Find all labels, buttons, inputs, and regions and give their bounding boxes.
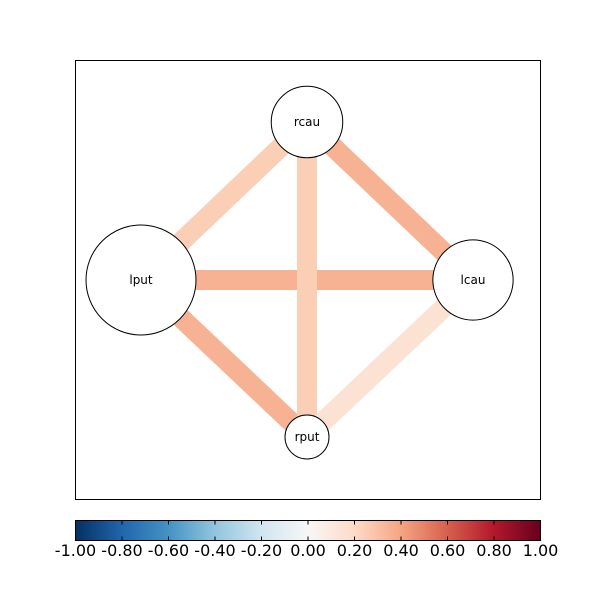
colorbar-tick-label: 0.00 [290, 541, 326, 560]
node-rput: rput [284, 414, 330, 460]
node-label-lput: lput [129, 273, 153, 287]
colorbar-tick-label: -0.20 [241, 541, 282, 560]
colorbar-tick-label: -0.80 [101, 541, 142, 560]
colorbar-tick-label: -0.40 [194, 541, 235, 560]
node-circle-lput [85, 224, 197, 336]
node-lcau: lcau [432, 239, 514, 321]
colorbar-tick-label: 0.20 [337, 541, 373, 560]
node-circle-lcau [432, 239, 514, 321]
node-circle-rcau [270, 85, 344, 159]
colorbar-tick-label: -0.60 [148, 541, 189, 560]
colorbar-tick-label: 1.00 [523, 541, 559, 560]
node-label-rput: rput [295, 430, 320, 444]
colorbar-tick-label: 0.40 [383, 541, 419, 560]
colorbar-ticks: -1.00 -0.80 -0.60 -0.40 -0.20 0.00 0.20 0.40 0.6… [55, 520, 559, 560]
colorbar-tick-label: 0.80 [476, 541, 512, 560]
node-label-rcau: rcau [294, 115, 320, 129]
node-rcau: rcau [270, 85, 344, 159]
node-label-lcau: lcau [461, 273, 486, 287]
node-circle-rput [284, 414, 330, 460]
colorbar: -1.00 -0.80 -0.60 -0.40 -0.20 0.00 0.20 0.40 0.6… [55, 520, 559, 560]
colorbar-tick-label: -1.00 [55, 541, 96, 560]
node-lput: lput [85, 224, 197, 336]
colorbar-tick-label: 0.60 [430, 541, 466, 560]
nodes-layer: lput rcau lcau rput [85, 85, 514, 460]
